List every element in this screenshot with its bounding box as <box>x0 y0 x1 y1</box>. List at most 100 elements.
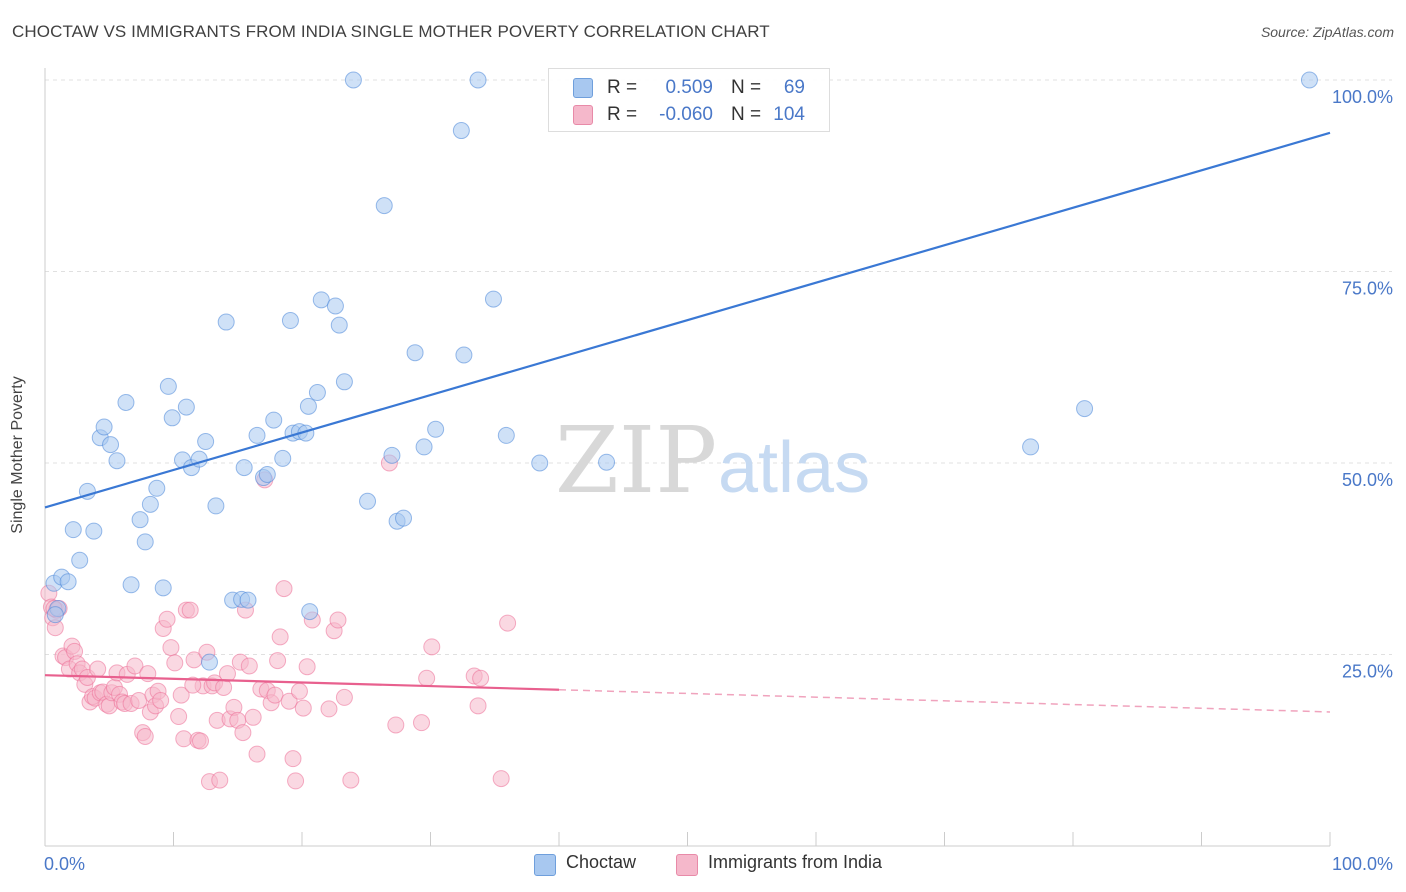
watermark-zip: ZIP <box>555 407 717 514</box>
india-point <box>266 686 284 704</box>
choctaw-point <box>235 459 253 477</box>
data-points <box>40 71 1318 791</box>
choctaw-point <box>301 603 319 621</box>
choctaw-point <box>46 606 64 624</box>
y-axis-label: Single Mother Poverty <box>9 376 26 534</box>
legend-swatch-choctaw <box>534 854 556 876</box>
choctaw-point <box>59 573 77 591</box>
choctaw-point <box>131 511 149 529</box>
choctaw-point <box>383 446 401 464</box>
india-point <box>172 686 190 704</box>
india-point <box>191 732 209 750</box>
india-point <box>240 657 258 675</box>
choctaw-point <box>308 384 326 402</box>
india-point <box>152 691 170 709</box>
india-point <box>469 697 487 715</box>
india-point <box>162 639 180 657</box>
india-point <box>287 772 305 790</box>
india-point <box>244 708 262 726</box>
india-point <box>170 708 188 726</box>
choctaw-point <box>258 465 276 483</box>
india-point <box>418 669 436 687</box>
choctaw-point <box>200 653 218 671</box>
choctaw-point <box>217 313 235 331</box>
choctaw-point <box>406 344 424 362</box>
choctaw-point <box>452 122 470 140</box>
gridlines <box>45 79 1392 655</box>
choctaw-point <box>159 377 177 395</box>
choctaw-point <box>427 420 445 438</box>
legend-n-label: N = <box>731 77 762 98</box>
choctaw-point <box>455 346 473 364</box>
legend-label-india: Immigrants from India <box>708 852 883 872</box>
trend-lines <box>44 131 1331 713</box>
choctaw-point <box>1300 71 1318 89</box>
y-tick-label: 100.0% <box>1332 87 1393 107</box>
choctaw-point <box>1022 438 1040 456</box>
choctaw-point <box>207 497 225 515</box>
india-point <box>175 730 193 748</box>
choctaw-point <box>415 438 433 456</box>
choctaw-point <box>197 433 215 451</box>
india-point <box>342 771 360 789</box>
india-point <box>158 610 176 628</box>
choctaw-point <box>335 373 353 391</box>
choctaw-point <box>281 312 299 330</box>
x-tick-label: 0.0% <box>44 854 85 874</box>
india-trend-line-extension <box>558 688 1331 713</box>
choctaw-point <box>344 71 362 89</box>
choctaw-point <box>395 509 413 527</box>
axes <box>44 68 1331 847</box>
india-point <box>413 714 431 732</box>
legend-n-value-india: 104 <box>773 104 805 125</box>
choctaw-point <box>117 393 135 411</box>
india-point <box>181 601 199 619</box>
choctaw-point <box>85 522 103 540</box>
legend-swatch-choctaw <box>573 78 593 98</box>
legend-row-india: R = -0.060 N = 104 <box>549 102 829 128</box>
choctaw-point <box>141 495 159 513</box>
india-point <box>294 699 312 717</box>
legend-r-value-india: -0.060 <box>659 104 713 125</box>
choctaw-point <box>469 71 487 89</box>
india-point <box>218 665 236 683</box>
choctaw-point <box>148 479 166 497</box>
y-tick-label: 50.0% <box>1342 470 1393 490</box>
india-point <box>284 750 302 768</box>
india-point <box>126 657 144 675</box>
india-point <box>271 628 289 646</box>
chart-title: CHOCTAW VS IMMIGRANTS FROM INDIA SINGLE … <box>12 22 770 41</box>
choctaw-point <box>598 453 616 471</box>
choctaw-point <box>177 398 195 416</box>
choctaw-point <box>299 397 317 415</box>
source-label: Source: ZipAtlas.com <box>1260 24 1394 40</box>
india-point <box>211 771 229 789</box>
choctaw-point <box>330 316 348 334</box>
legend-swatch-india <box>676 854 698 876</box>
choctaw-point <box>531 454 549 472</box>
legend-n-value-choctaw: 69 <box>783 77 805 98</box>
india-point <box>136 727 154 745</box>
legend-series: Choctaw Immigrants from India <box>0 850 1406 880</box>
legend-r-value-choctaw: 0.509 <box>665 77 713 98</box>
choctaw-point <box>265 411 283 429</box>
choctaw-point <box>95 418 113 436</box>
legend-label-choctaw: Choctaw <box>566 852 637 872</box>
x-tick-label: 100.0% <box>1332 854 1393 874</box>
choctaw-point <box>326 297 344 315</box>
legend-stats: R = 0.509 N = 69 R = -0.060 N = 104 <box>548 68 830 132</box>
choctaw-point <box>154 579 172 597</box>
choctaw-point <box>239 591 257 609</box>
india-point <box>89 660 107 678</box>
india-point <box>335 688 353 706</box>
india-point <box>472 669 490 687</box>
choctaw-point <box>71 551 89 569</box>
choctaw-point <box>163 409 181 427</box>
watermark-atlas: atlas <box>718 428 870 508</box>
india-point <box>320 700 338 718</box>
choctaw-point <box>359 492 377 510</box>
choctaw-point <box>375 197 393 215</box>
india-point <box>499 614 517 632</box>
tick-labels: 25.0% 50.0% 75.0% 100.0% 0.0% 100.0% <box>44 87 1393 874</box>
india-point <box>298 658 316 676</box>
